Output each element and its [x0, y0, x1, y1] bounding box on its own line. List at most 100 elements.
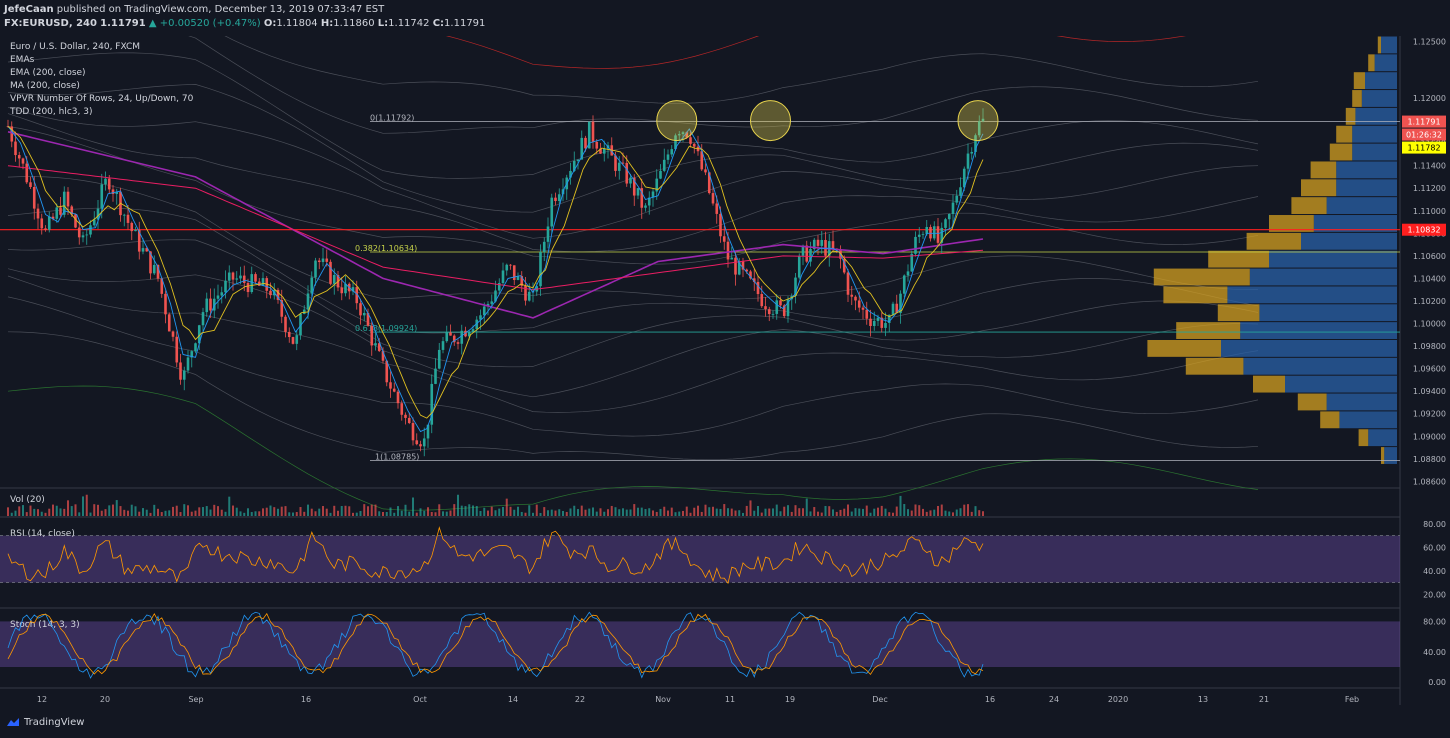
- volume-bar: [449, 510, 452, 516]
- volume-bar: [247, 508, 249, 516]
- candle-body: [662, 159, 666, 171]
- volume-bar: [854, 508, 857, 516]
- candle-body: [876, 317, 880, 321]
- volume-bar: [550, 509, 553, 516]
- candle-body: [212, 298, 216, 311]
- candle-body: [621, 162, 625, 164]
- volume-bar: [565, 511, 568, 516]
- volume-bar: [509, 506, 512, 516]
- volume-bar: [787, 505, 789, 516]
- tdd-band-line: [7, 9, 1259, 134]
- volume-bar: [445, 511, 448, 516]
- volume-bar: [250, 512, 253, 516]
- volume-bar: [468, 504, 471, 516]
- candle-body: [96, 208, 100, 220]
- volume-bar: [78, 512, 81, 516]
- candle-body: [407, 417, 411, 424]
- volume-bar: [190, 511, 193, 516]
- candle-body: [516, 276, 520, 280]
- candle-body: [625, 162, 629, 184]
- price-label-text: 1.11782: [1407, 144, 1440, 153]
- tdd-band-line: [7, 106, 1259, 239]
- volume-bar: [892, 512, 894, 516]
- candle-body: [479, 315, 482, 320]
- candle-body: [797, 255, 801, 278]
- volume-bar: [952, 512, 954, 516]
- volume-bar: [532, 512, 534, 516]
- candle-body: [655, 178, 659, 192]
- price-axis-tick: 1.09600: [1413, 365, 1446, 374]
- volume-profile-down-bar: [1365, 72, 1397, 90]
- volume-bar: [348, 506, 351, 516]
- candle-body: [437, 349, 441, 369]
- volume-bar: [187, 505, 189, 516]
- volume-bar: [258, 511, 261, 516]
- volume-bar: [85, 494, 88, 516]
- rsi-pane-label: RSI (14, close): [10, 529, 75, 539]
- volume-bar: [569, 508, 572, 516]
- volume-bar: [689, 512, 692, 516]
- volume-bar: [179, 512, 182, 516]
- fib-level-label: 0.618(1.09924): [355, 324, 417, 333]
- volume-bar: [599, 508, 602, 516]
- volume-bar: [963, 504, 966, 516]
- symbol-label[interactable]: FX:EURUSD, 240: [4, 18, 97, 29]
- candle-body: [419, 444, 422, 447]
- volume-bar: [243, 512, 246, 516]
- volume-bar: [224, 511, 227, 516]
- volume-bar: [333, 505, 336, 516]
- tdd-band-line: [7, 113, 1259, 253]
- candle-body: [681, 132, 685, 135]
- price-axis-tick: 1.11000: [1413, 207, 1446, 216]
- candle-body: [216, 295, 220, 299]
- volume-bar: [802, 508, 804, 516]
- volume-bar: [55, 505, 58, 516]
- volume-bar: [37, 509, 39, 516]
- price-axis-tick: 1.08600: [1413, 477, 1446, 486]
- publisher-name[interactable]: JefeCaan: [4, 4, 54, 15]
- candle-body: [595, 141, 599, 149]
- tdd-band-line: [7, 126, 1259, 265]
- candle-body: [137, 229, 141, 252]
- volume-bar: [520, 511, 523, 516]
- candle-body: [329, 261, 332, 284]
- volume-bar: [172, 506, 174, 516]
- price-label-tag: [1402, 115, 1446, 128]
- high-label: H:: [320, 18, 334, 29]
- candle-body: [629, 177, 632, 184]
- candle-body: [44, 228, 47, 230]
- close-value: 1.11791: [444, 18, 486, 29]
- candle-body: [490, 301, 494, 304]
- price-axis-tick: 1.10600: [1413, 252, 1446, 261]
- low-value: 1.11742: [388, 18, 430, 29]
- rsi-line: [7, 526, 984, 585]
- volume-bar: [592, 507, 594, 516]
- candle-body: [392, 388, 396, 392]
- volume-bar: [494, 510, 497, 516]
- candle-body: [475, 319, 479, 330]
- volume-bar: [97, 504, 99, 516]
- time-axis-tick: Oct: [413, 695, 427, 704]
- fib-level-label: 0.382(1.10634): [355, 244, 417, 253]
- volume-bar: [798, 508, 801, 516]
- ema-slow-line: [7, 125, 984, 419]
- volume-bar: [314, 511, 317, 516]
- volume-bar: [355, 512, 358, 516]
- candle-body: [21, 158, 25, 164]
- tradingview-logo[interactable]: TradingView: [6, 717, 84, 728]
- volume-bar: [794, 505, 797, 516]
- candle-body: [152, 264, 156, 274]
- candle-body: [715, 203, 719, 214]
- volume-bar: [430, 511, 433, 516]
- volume-bar: [914, 504, 917, 516]
- candle-body: [190, 351, 194, 358]
- volume-bar: [157, 508, 159, 516]
- volume-bar: [858, 508, 861, 516]
- volume-bar: [723, 504, 726, 516]
- candle-body: [880, 317, 884, 328]
- candle-body: [220, 292, 224, 296]
- candle-body: [591, 121, 595, 142]
- candle-body: [974, 135, 977, 152]
- close-label: C:: [432, 18, 445, 29]
